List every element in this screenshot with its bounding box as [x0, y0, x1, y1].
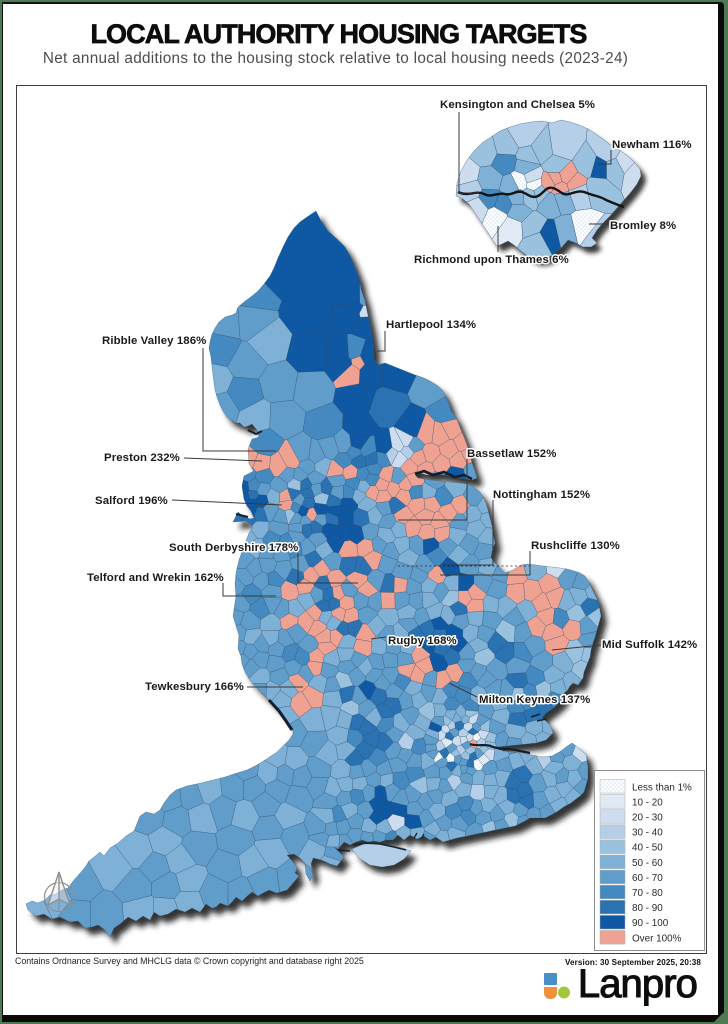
svg-text:50 - 60: 50 - 60 — [632, 858, 663, 869]
svg-text:Richmond upon Thames 6%: Richmond upon Thames 6% — [414, 254, 569, 266]
svg-text:40 - 50: 40 - 50 — [632, 843, 663, 854]
svg-text:Hartlepool 134%: Hartlepool 134% — [386, 319, 476, 331]
svg-text:60 - 70: 60 - 70 — [632, 873, 663, 884]
svg-text:70 - 80: 70 - 80 — [632, 888, 663, 899]
svg-text:10 - 20: 10 - 20 — [632, 797, 663, 808]
svg-text:20 - 30: 20 - 30 — [632, 813, 663, 824]
svg-text:Kensington and Chelsea 5%: Kensington and Chelsea 5% — [440, 99, 595, 111]
svg-text:Over 100%: Over 100% — [632, 933, 682, 944]
svg-text:Preston 232%: Preston 232% — [104, 452, 180, 464]
svg-text:Less than 1%: Less than 1% — [632, 782, 692, 793]
svg-text:Tewkesbury 166%: Tewkesbury 166% — [145, 681, 244, 693]
svg-text:30 - 40: 30 - 40 — [632, 828, 663, 839]
svg-text:Bassetlaw 152%: Bassetlaw 152% — [467, 448, 556, 460]
svg-text:Ribble Valley 186%: Ribble Valley 186% — [102, 335, 206, 347]
svg-text:90 - 100: 90 - 100 — [632, 918, 669, 929]
svg-text:Nottingham 152%: Nottingham 152% — [493, 489, 590, 501]
svg-text:Rugby 168%: Rugby 168% — [388, 635, 457, 647]
svg-text:Newham 116%: Newham 116% — [612, 139, 692, 151]
svg-text:80 - 90: 80 - 90 — [632, 903, 663, 914]
svg-text:Milton Keynes 137%: Milton Keynes 137% — [479, 694, 590, 706]
svg-text:Rushcliffe 130%: Rushcliffe 130% — [531, 540, 620, 552]
svg-text:South Derbyshire 178%: South Derbyshire 178% — [169, 542, 298, 554]
svg-text:Salford 196%: Salford 196% — [95, 495, 168, 507]
svg-text:Mid Suffolk 142%: Mid Suffolk 142% — [602, 639, 697, 651]
svg-text:Bromley 8%: Bromley 8% — [610, 220, 676, 232]
svg-text:Telford and Wrekin 162%: Telford and Wrekin 162% — [87, 572, 224, 584]
